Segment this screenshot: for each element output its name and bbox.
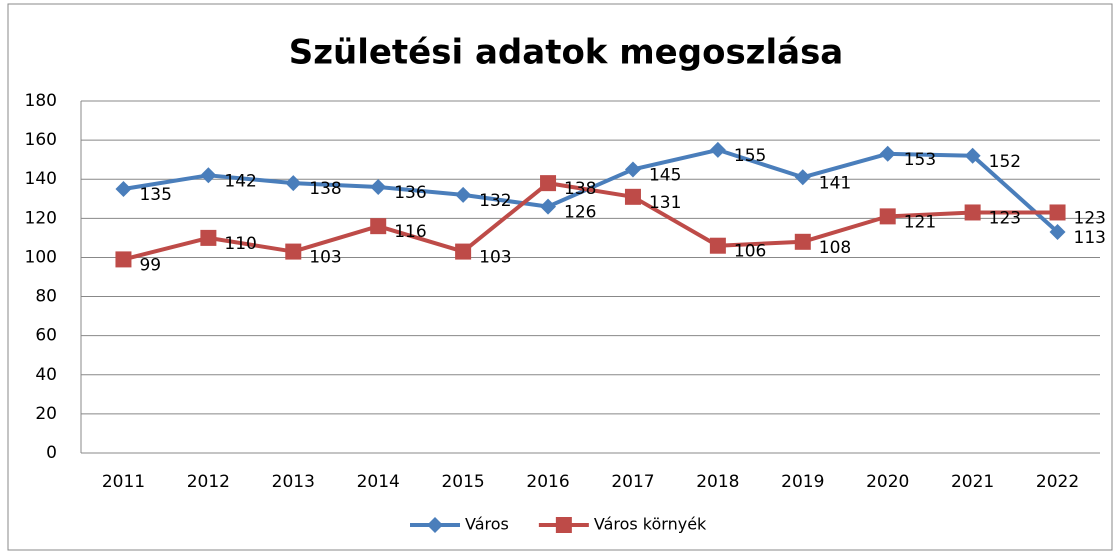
data-label: 153	[904, 150, 936, 170]
marker	[285, 243, 302, 260]
marker	[1049, 224, 1066, 241]
data-label: 138	[564, 179, 596, 199]
marker	[964, 204, 981, 221]
data-label: 138	[309, 179, 341, 199]
x-tick-label: 2015	[441, 472, 484, 492]
marker	[709, 141, 726, 158]
marker	[794, 169, 811, 186]
data-label: 131	[649, 193, 681, 213]
data-label: 121	[904, 212, 936, 232]
marker	[879, 208, 896, 225]
x-tick-label: 2016	[526, 472, 569, 492]
legend-label: Város	[465, 515, 509, 534]
y-tick-label: 180	[25, 91, 57, 111]
series-line	[122, 181, 1058, 262]
marker	[540, 198, 557, 215]
marker	[455, 186, 472, 203]
marker	[115, 251, 132, 268]
x-tick-label: 2012	[187, 472, 230, 492]
data-label: 99	[139, 255, 161, 275]
y-tick-label: 60	[35, 326, 57, 346]
marker	[964, 147, 981, 164]
x-tick-label: 2011	[102, 472, 145, 492]
x-tick-label: 2014	[357, 472, 400, 492]
marker	[427, 517, 443, 533]
y-tick-label: 160	[25, 130, 57, 150]
y-tick-label: 140	[25, 169, 57, 189]
y-tick-label: 80	[35, 287, 57, 307]
marker	[200, 167, 217, 184]
data-label: 108	[819, 238, 851, 258]
x-tick-label: 2018	[696, 472, 739, 492]
data-label: 103	[479, 248, 511, 268]
chart-title: Születési adatok megoszlása	[289, 33, 844, 73]
data-label: 136	[394, 183, 426, 203]
y-tick-label: 20	[35, 404, 57, 424]
data-label: 106	[734, 242, 766, 262]
marker	[879, 145, 896, 162]
x-tick-label: 2022	[1036, 472, 1079, 492]
marker	[115, 181, 132, 197]
legend-label: Város környék	[594, 515, 707, 534]
marker	[709, 237, 726, 254]
x-tick-label: 2013	[272, 472, 315, 492]
y-tick-label: 120	[25, 208, 57, 228]
chart-frame	[7, 3, 1113, 551]
data-label: 132	[479, 191, 511, 211]
data-label: 145	[649, 165, 681, 185]
marker	[285, 175, 302, 192]
marker	[455, 243, 472, 260]
marker	[555, 517, 572, 533]
marker	[1049, 204, 1066, 221]
data-label: 142	[224, 171, 256, 191]
data-label: 113	[1074, 228, 1106, 248]
data-label: 123	[1074, 208, 1106, 228]
y-tick-label: 100	[25, 247, 57, 267]
marker	[370, 218, 387, 235]
marker	[200, 229, 217, 246]
data-label: 126	[564, 203, 596, 223]
x-tick-label: 2017	[611, 472, 654, 492]
data-label: 123	[989, 208, 1021, 228]
data-label: 152	[989, 152, 1021, 172]
x-tick-label: 2021	[951, 472, 994, 492]
marker	[794, 233, 811, 250]
marker	[624, 161, 641, 178]
marker	[370, 179, 387, 196]
marker	[540, 175, 557, 192]
data-label: 110	[224, 234, 256, 254]
x-tick-label: 2020	[866, 472, 909, 492]
data-label: 141	[819, 173, 851, 193]
x-tick-label: 2019	[781, 472, 824, 492]
marker	[624, 188, 641, 205]
data-label: 155	[734, 146, 766, 166]
y-tick-label: 0	[46, 443, 57, 463]
data-label: 103	[309, 248, 341, 268]
data-label: 116	[394, 222, 426, 242]
data-label: 135	[139, 185, 171, 205]
y-tick-label: 40	[35, 365, 57, 385]
